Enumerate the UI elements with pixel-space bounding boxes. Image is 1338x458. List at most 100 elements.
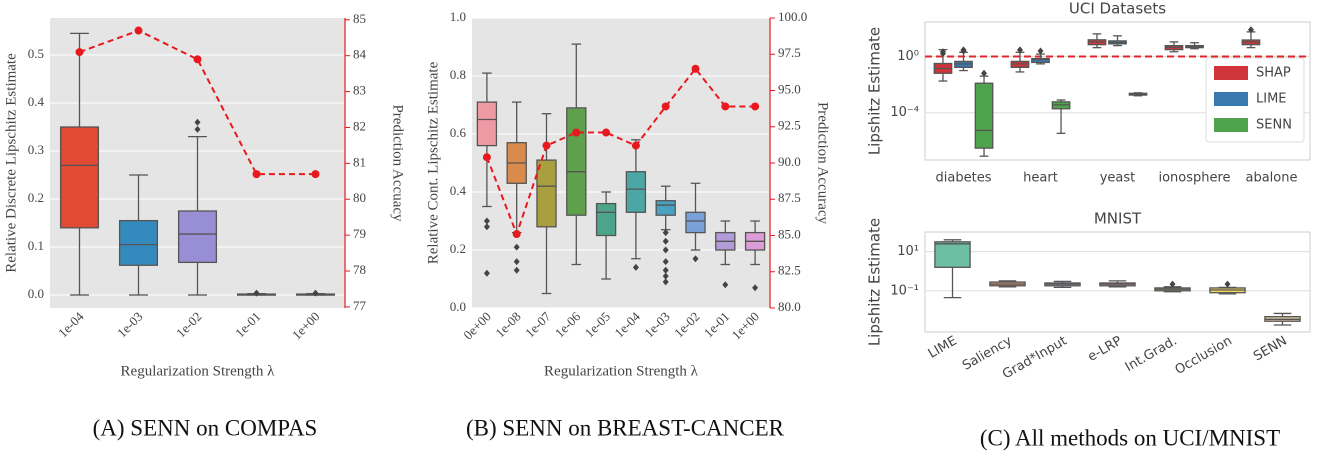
chart-title: UCI Datasets <box>1069 0 1166 18</box>
flier <box>722 281 729 289</box>
flier <box>513 243 520 251</box>
x-tick-label: 1e-07 <box>522 308 554 340</box>
legend-swatch <box>1214 66 1248 80</box>
flier <box>662 229 669 237</box>
y2-tick-label: 97.5 <box>778 45 801 60</box>
x-tick-label: 1e-04 <box>55 308 87 340</box>
point <box>572 128 581 137</box>
y-tick-label: 0.4 <box>28 94 45 109</box>
x-tick-label: 1e-05 <box>582 309 614 341</box>
x-tick-label: 1e+00 <box>289 309 323 343</box>
flier <box>662 237 669 245</box>
box <box>685 211 706 234</box>
flier <box>253 289 260 297</box>
y2-tick-label: 95.0 <box>778 81 801 96</box>
point <box>134 26 143 35</box>
x-tick-label: 1e-06 <box>552 308 584 340</box>
flier <box>483 217 490 225</box>
y2-axis-label: Prediction Accuacy <box>390 104 406 222</box>
flier <box>981 69 988 77</box>
flier <box>960 47 967 55</box>
flier <box>632 263 639 271</box>
flier <box>662 272 669 280</box>
x-tick-label: Occlusion <box>1173 334 1235 378</box>
box <box>595 202 617 237</box>
x-tick-label: diabetes <box>936 171 992 186</box>
point <box>512 230 521 239</box>
box <box>655 200 676 216</box>
x-tick-label: 1e-02 <box>671 309 703 341</box>
point <box>691 64 700 73</box>
box <box>536 159 557 228</box>
y2-tick-label: 92.5 <box>778 118 801 133</box>
box <box>59 126 100 229</box>
box <box>476 101 498 147</box>
flier <box>483 223 490 231</box>
point <box>311 170 320 179</box>
y2-tick-label: 82.5 <box>778 263 801 278</box>
x-tick-label: 1e-03 <box>114 309 146 341</box>
flier <box>513 258 520 266</box>
x-tick-label: SENN <box>1251 334 1290 365</box>
x-tick-label: 1e+00 <box>728 309 762 343</box>
flier <box>662 266 669 274</box>
y-tick-label: 0.0 <box>28 286 44 301</box>
y-axis-label: Relative Discrete Lipschitz Estimate <box>3 53 19 273</box>
flier <box>194 118 201 126</box>
line <box>79 29 316 176</box>
y-tick-label: 10⁰ <box>897 49 919 64</box>
caption: (C) All methods on UCI/MNIST <box>980 425 1280 450</box>
chart: 10⁻⁴ 10⁰ diabetes heart yeast ionosphere abalo… <box>866 0 1311 186</box>
y2-tick-label: 85.0 <box>778 226 801 241</box>
y2-tick-label: 100.0 <box>778 9 807 24</box>
flier <box>662 278 669 286</box>
flier <box>692 255 699 263</box>
x-tick-label: 1e-08 <box>492 309 524 341</box>
y2-tick-label: 84 <box>353 47 367 62</box>
x-axis-label: Regularization Strength λ <box>121 363 276 379</box>
point <box>661 102 670 111</box>
y2-tick-label: 80 <box>353 190 366 205</box>
y2-axis-label: Prediction Accuracy <box>815 102 831 225</box>
flier <box>1016 46 1023 54</box>
y2-tick-label: 81 <box>353 154 366 169</box>
flier <box>312 289 319 297</box>
x-tick-label: 1e-04 <box>611 308 643 340</box>
flier <box>1037 47 1044 55</box>
chart: 0.0 0.1 0.2 0.3 0.4 0.5 1e-04 1e-03 1e-02 1e-01 1e… <box>3 11 405 380</box>
y2-tick-label: 77 <box>353 298 367 313</box>
x-tick-label: abalone <box>1246 171 1298 186</box>
box <box>934 241 971 268</box>
flier <box>1169 280 1176 288</box>
flier <box>1224 280 1231 288</box>
y2-tick-label: 87.5 <box>778 190 801 205</box>
x-tick-label: 1e-01 <box>232 309 264 341</box>
box <box>118 219 159 266</box>
y-tick-label: 0.1 <box>28 238 44 253</box>
y2-tick-label: 85 <box>353 11 366 26</box>
box <box>177 210 218 264</box>
flier <box>483 269 490 277</box>
point <box>252 170 261 179</box>
caption: (A) SENN on COMPAS <box>93 415 318 440</box>
legend-label: LIME <box>1256 92 1287 107</box>
flier <box>662 246 669 254</box>
y-tick-label: 10¹ <box>897 244 919 259</box>
legend-label: SHAP <box>1256 66 1291 81</box>
x-tick-label: 1e-01 <box>701 309 733 341</box>
flier <box>194 125 201 133</box>
x-tick-label: 1e-03 <box>641 309 673 341</box>
y-tick-label: 0.3 <box>28 142 44 157</box>
box <box>625 171 647 213</box>
y2-tick-label: 82 <box>353 118 366 133</box>
caption: (B) SENN on BREAST-CANCER <box>466 415 785 440</box>
point <box>751 102 760 111</box>
y-tick-label: 10⁻⁴ <box>890 105 919 120</box>
point <box>721 102 730 111</box>
legend-label: SENN <box>1256 118 1292 133</box>
y-axis-label: Lipshitz Estimate <box>866 218 884 346</box>
point <box>75 48 84 57</box>
flier <box>939 50 946 58</box>
